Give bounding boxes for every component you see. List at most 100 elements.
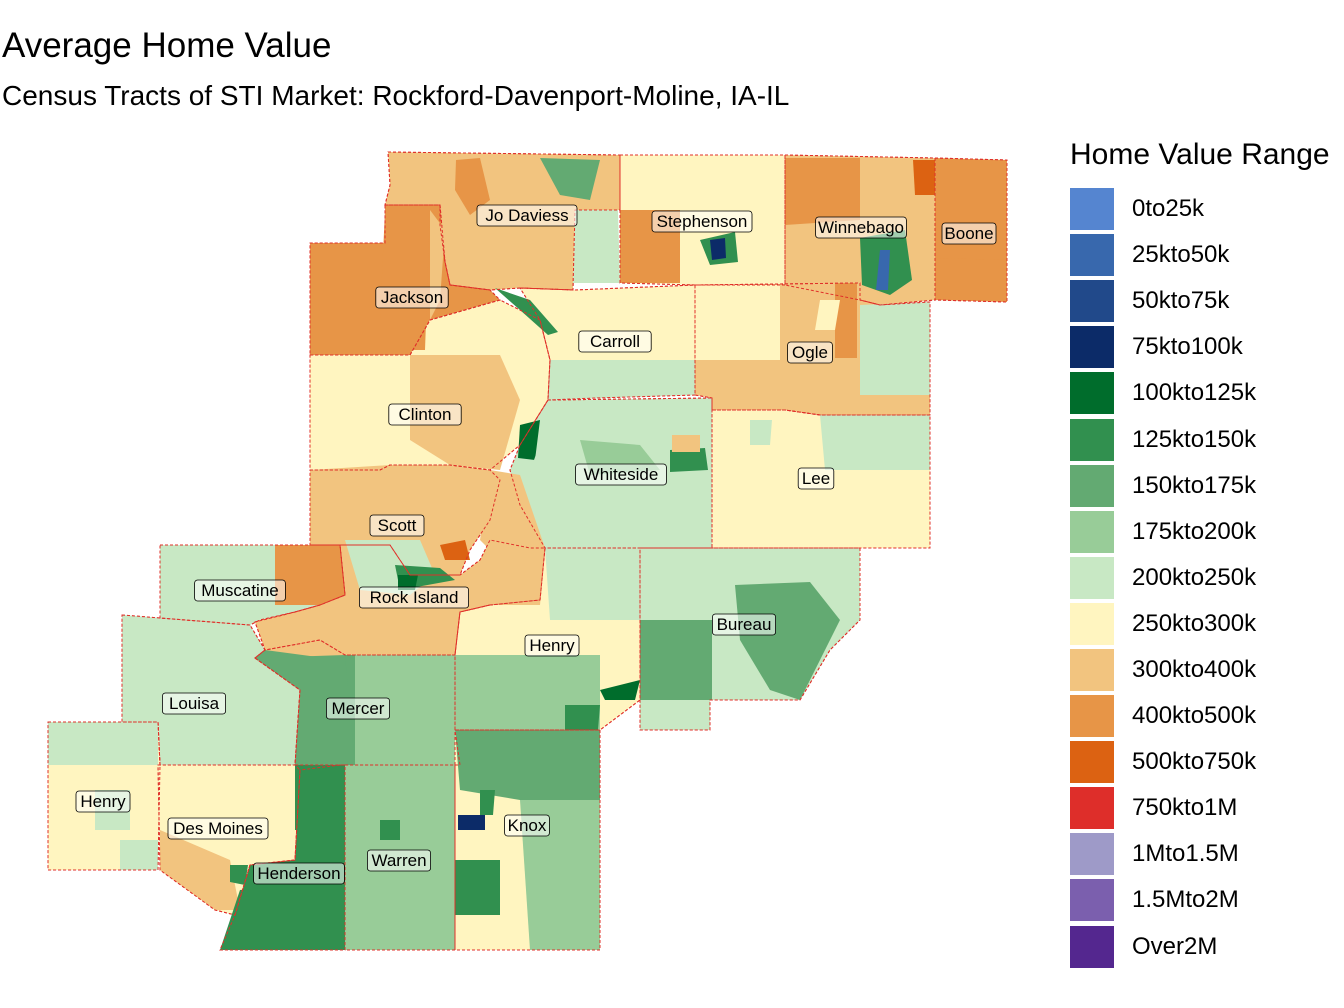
legend-item: 100kto125k — [1070, 370, 1330, 416]
county-label: Jo Daviess — [476, 204, 578, 227]
county-label-box — [358, 586, 469, 609]
legend-swatch — [1070, 510, 1114, 553]
county-label-box — [504, 814, 550, 837]
county-border — [619, 154, 786, 286]
legend-item: Over2M — [1070, 924, 1330, 970]
county-label-box — [375, 286, 449, 309]
tract-patch — [490, 548, 545, 605]
county-label-text: Ogle — [792, 343, 828, 362]
county-label: Lee — [797, 467, 835, 490]
legend-swatch — [1070, 556, 1114, 599]
tract-patch — [455, 730, 600, 800]
tract-patch — [518, 420, 540, 460]
legend-swatch — [1070, 464, 1114, 507]
tract-patch — [275, 545, 345, 605]
legend-item: 1Mto1.5M — [1070, 831, 1330, 877]
tract-patch — [398, 575, 418, 590]
county-label-text: Knox — [508, 816, 547, 835]
legend-label: 125kto150k — [1132, 425, 1257, 453]
legend-item: 75kto100k — [1070, 324, 1330, 370]
county-label: Louisa — [161, 692, 226, 715]
county-label-text: Lee — [802, 469, 830, 488]
legend-swatch — [1070, 648, 1114, 691]
county-label-text: Scott — [378, 516, 417, 535]
county-label: Muscatine — [194, 579, 286, 602]
legend-label: 200kto250k — [1132, 563, 1257, 591]
tract-patch — [935, 160, 1007, 260]
legend-item: 300kto400k — [1070, 647, 1330, 693]
county-label-text: Louisa — [169, 694, 220, 713]
county-label-text: Clinton — [399, 405, 452, 424]
legend-swatch — [1070, 787, 1114, 830]
tract-patch — [860, 302, 930, 395]
county-border — [694, 282, 931, 416]
legend-label: 250kto300k — [1132, 609, 1257, 637]
legend-item: 500kto750k — [1070, 739, 1330, 785]
tract-patch — [455, 860, 500, 915]
tract-patch — [480, 790, 495, 815]
legend-label: 75kto100k — [1132, 333, 1243, 361]
legend-swatch — [1070, 326, 1114, 369]
county-label-box — [325, 697, 390, 720]
county-label-box — [712, 613, 777, 636]
legend-label: 175kto200k — [1132, 517, 1257, 545]
county-label-text: Stephenson — [657, 212, 748, 231]
county-label-box — [75, 790, 131, 813]
legend-item: 150kto175k — [1070, 463, 1330, 509]
county-label: Jackson — [375, 286, 449, 309]
tract-patch — [750, 420, 772, 445]
legend-swatch — [1070, 280, 1114, 323]
county-label-box — [797, 467, 835, 490]
county-label: Winnebago — [815, 216, 907, 239]
county-border — [254, 539, 546, 656]
county-label-text: Des Moines — [173, 819, 263, 838]
tract-patch — [835, 283, 857, 358]
legend-swatch — [1070, 695, 1114, 738]
county-label: Carroll — [578, 330, 652, 353]
legend-item: 200kto250k — [1070, 555, 1330, 601]
tract-patch — [820, 415, 930, 470]
county-label-box — [651, 210, 753, 233]
county-border — [639, 547, 861, 731]
county-label-box — [941, 222, 997, 245]
county-label-text: Boone — [944, 224, 993, 243]
legend-label: 1Mto1.5M — [1132, 840, 1239, 868]
legend-label: Over2M — [1132, 932, 1218, 960]
tract-patch — [380, 210, 430, 350]
tract-patch — [455, 158, 490, 215]
tract-patch — [548, 360, 695, 400]
county-label-text: Whiteside — [584, 465, 659, 484]
county-label: Knox — [504, 814, 550, 837]
tract-patch — [735, 582, 840, 700]
legend-swatch — [1070, 741, 1114, 784]
county-label-box — [578, 330, 652, 353]
legend-item: 125kto150k — [1070, 416, 1330, 462]
legend-swatch — [1070, 234, 1114, 277]
legend-label: 0to25k — [1132, 195, 1205, 223]
tract-patch — [695, 285, 780, 360]
legend-item: 175kto200k — [1070, 509, 1330, 555]
county-label-text: Mercer — [332, 699, 385, 718]
tract-patch — [295, 765, 345, 830]
tract-patch — [573, 210, 620, 283]
county-border — [454, 547, 641, 731]
county-label-box — [787, 341, 833, 364]
tract-patch — [480, 470, 545, 560]
county-border — [159, 544, 346, 626]
county-border — [454, 729, 601, 951]
tract-patch — [710, 238, 726, 260]
county-label: Ogle — [787, 341, 833, 364]
county-label-text: Henderson — [257, 864, 340, 883]
legend-label: 1.5Mto2M — [1132, 886, 1239, 914]
legend-swatch — [1070, 418, 1114, 461]
tract-patch — [565, 705, 600, 730]
tract-patch — [455, 655, 600, 730]
tract-patch — [495, 288, 558, 335]
legend-title: Home Value Range — [1070, 138, 1330, 171]
county-label-text: Rock Island — [370, 588, 459, 607]
legend-swatch — [1070, 372, 1114, 415]
tract-patch — [876, 250, 890, 290]
county-border — [309, 464, 501, 576]
county-label-text: Henry — [529, 636, 575, 655]
county-label: Rock Island — [358, 586, 469, 609]
